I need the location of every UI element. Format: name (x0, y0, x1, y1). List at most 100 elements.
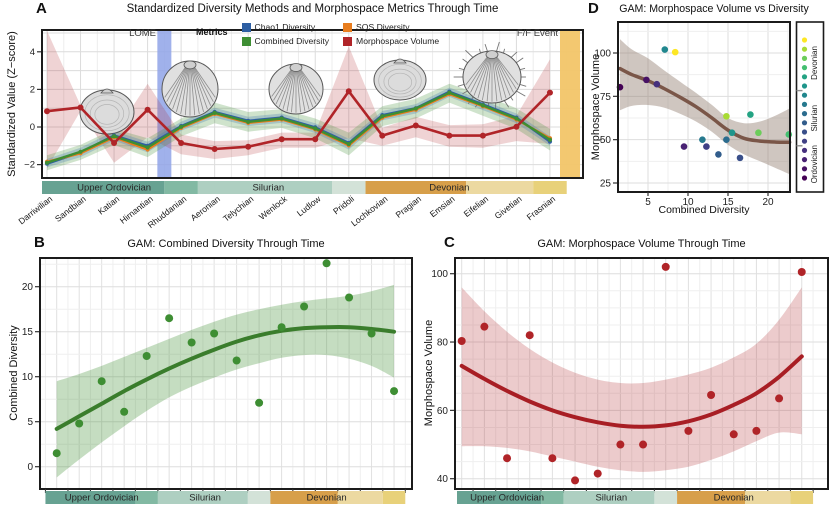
plot-border (41, 29, 584, 179)
legend-period-label: Devonian (810, 46, 819, 80)
period-band (541, 491, 564, 504)
data-point (653, 80, 661, 88)
x-tick-label: 10 (682, 197, 694, 208)
data-point (211, 145, 218, 152)
panel-a-title: Standardized Diversity Methods and Morph… (126, 3, 499, 15)
period-band (365, 181, 467, 194)
data-point (447, 90, 452, 95)
data-point (639, 440, 648, 449)
panel-d: D GAM: Morphospace Volume vs Diversity M… (585, 0, 831, 232)
period-band-label: Devonian (429, 183, 469, 194)
combined-swatch-icon (241, 36, 251, 46)
period-band-row: Upper Ordovician Silurian Devonian (42, 181, 567, 194)
y-tick-label: 10 (22, 372, 34, 383)
data-point (736, 154, 744, 162)
metrics-legend: Metrics Chao1 Diversity Combined Diversi… (196, 22, 439, 46)
data-point (44, 108, 50, 115)
period-band-label: Upper Ordovician (470, 493, 544, 504)
data-point (111, 139, 118, 146)
data-point (300, 302, 309, 311)
y-tick-label: 5 (27, 417, 33, 428)
panel-d-chart: 25 50 75 100 5 10 15 20 Ordovician Silurian Devoni… (594, 21, 825, 208)
series-line (46, 91, 551, 164)
stage-label: Katian (96, 194, 122, 217)
data-point (707, 390, 716, 399)
data-point (120, 407, 129, 416)
data-point (255, 398, 264, 407)
data-point (322, 259, 331, 268)
data-point (345, 88, 352, 95)
period-band (197, 181, 333, 194)
legend-title: Metrics (196, 27, 228, 37)
panel-a-y-axis-label: Standardized Value (Z−score) (6, 31, 18, 177)
period-band (42, 181, 165, 194)
data-point (457, 337, 466, 346)
chao1-swatch-icon (241, 22, 251, 32)
gam-line (459, 354, 804, 429)
period-band (157, 491, 248, 504)
data-point (661, 262, 670, 271)
data-point (616, 440, 625, 449)
panel-c-title: GAM: Morphospace Volume Through Time (537, 238, 746, 250)
legend-period-label: Ordovician (810, 145, 819, 183)
legend-dot (801, 175, 808, 181)
stage-label: Frasnian (525, 194, 558, 223)
data-point (755, 129, 762, 137)
panel-a: A Standardized Diversity Methods and Mor… (0, 0, 585, 232)
data-point (680, 143, 688, 150)
stage-label: Darriwilian (16, 194, 54, 227)
legend-item: SQS Diversity (343, 22, 439, 32)
panel-a-letter: A (36, 0, 47, 17)
panel-c-y-axis-label: Morphospace Volume (423, 319, 435, 427)
data-point (346, 142, 351, 147)
stage-label: Aeronian (189, 194, 222, 223)
data-point (178, 139, 185, 146)
legend-item: Combined Diversity (241, 36, 329, 46)
period-band-row: Upper Ordovician Silurian Devonian (457, 491, 814, 504)
y-tick-label: 4 (30, 47, 35, 58)
data-point (797, 267, 806, 276)
data-point (671, 48, 679, 56)
period-band (457, 491, 542, 504)
period-band (533, 181, 567, 194)
data-point (142, 352, 151, 360)
data-point (752, 426, 761, 435)
data-point (480, 322, 489, 331)
confidence-ribbon (47, 87, 550, 168)
period-color-legend: Ordovician Silurian Devonian (795, 21, 825, 193)
confidence-ribbon (56, 284, 394, 478)
data-point (571, 476, 580, 485)
stage-label: Eifelian (462, 194, 491, 219)
grid (40, 258, 412, 489)
data-point (547, 137, 553, 142)
data-point (643, 76, 650, 84)
period-band (677, 491, 746, 504)
period-band-label: Devonian (714, 493, 754, 504)
legend-column: Chao1 Diversity Combined Diversity (241, 22, 329, 46)
brachiopod-fossil-icon (373, 58, 427, 101)
period-band (654, 491, 678, 504)
data-point (661, 46, 669, 53)
stage-label: Sandbian (53, 194, 88, 224)
panel-d-letter: D (588, 0, 599, 17)
data-point (412, 122, 419, 129)
period-band (45, 491, 136, 504)
legend-dot (801, 65, 808, 71)
period-band-label: Silurian (595, 493, 627, 504)
data-point (75, 419, 84, 428)
data-point (144, 106, 151, 113)
y-tick-label: 100 (594, 49, 611, 60)
x-tick-label: 20 (762, 197, 774, 208)
data-point (723, 112, 730, 120)
gam-line (54, 325, 396, 431)
stage-label: Pragian (394, 194, 424, 220)
data-point (313, 126, 318, 131)
data-point (77, 104, 84, 111)
brachiopod-fossil-icon (268, 63, 324, 115)
y-tick-label: 25 (600, 178, 612, 189)
confidence-ribbon (461, 287, 802, 472)
legend-dot (801, 101, 808, 107)
data-point (747, 111, 754, 118)
period-band (382, 491, 406, 504)
